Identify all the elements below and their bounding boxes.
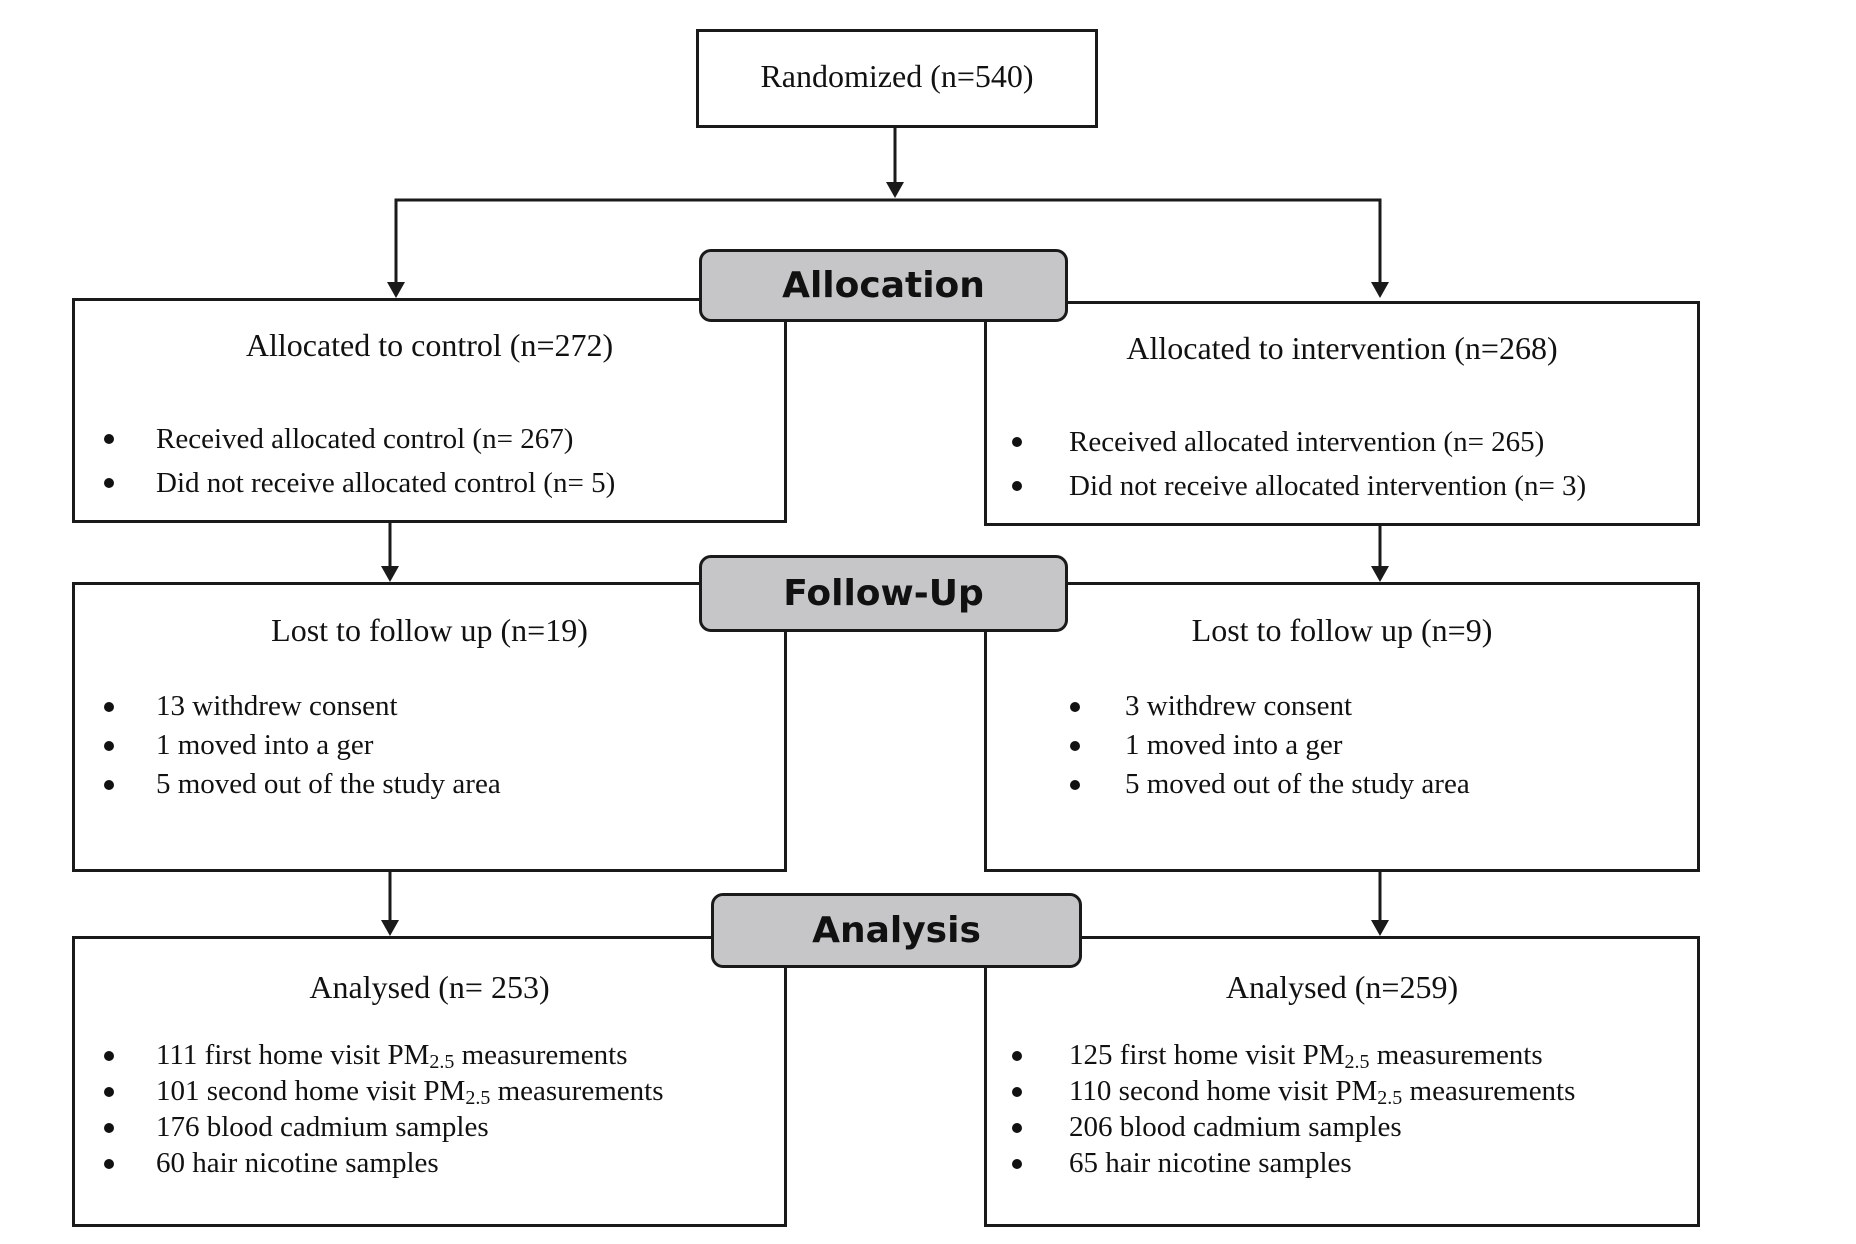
bullet bbox=[104, 1123, 114, 1133]
list-item: Did not receive allocated intervention (… bbox=[987, 464, 1586, 508]
control-analysis-title: Analysed (n= 253) bbox=[309, 969, 550, 1005]
bullet bbox=[1012, 1051, 1022, 1061]
arrow-control-analysis bbox=[381, 920, 399, 936]
intervention-analysis-box: Analysed (n=259) 125 first home visit PM… bbox=[984, 936, 1700, 1227]
bullet bbox=[104, 1087, 114, 1097]
control-allocation-list: Received allocated control (n= 267) Did … bbox=[75, 417, 615, 505]
list-item: Did not receive allocated control (n= 5) bbox=[75, 461, 615, 505]
intervention-analysis-title: Analysed (n=259) bbox=[1225, 969, 1459, 1005]
list-item: 65 hair nicotine samples bbox=[987, 1145, 1575, 1181]
arrow-to-intervention-allocation bbox=[1371, 282, 1389, 298]
arrow-intervention-followup bbox=[1371, 566, 1389, 582]
stage-followup-label: Follow-Up bbox=[699, 555, 1068, 632]
control-analysis-box: Analysed (n= 253) 111 first home visit P… bbox=[72, 936, 787, 1227]
bullet bbox=[1070, 702, 1080, 712]
intervention-allocation-title: Allocated to intervention (n=268) bbox=[1126, 330, 1558, 366]
list-item: 5 moved out of the study area bbox=[75, 765, 501, 804]
list-item: 1 moved into a ger bbox=[75, 726, 501, 765]
bullet bbox=[1012, 1087, 1022, 1097]
list-item: 60 hair nicotine samples bbox=[75, 1145, 663, 1181]
stage-allocation-label: Allocation bbox=[699, 249, 1068, 322]
bullet bbox=[1012, 481, 1022, 491]
randomized-label: Randomized (n=540) bbox=[760, 58, 1034, 94]
intervention-analysis-list: 125 first home visit PM2.5 measurements … bbox=[987, 1037, 1575, 1181]
bullet bbox=[1012, 1159, 1022, 1169]
bullet bbox=[104, 702, 114, 712]
arrow-control-followup bbox=[381, 566, 399, 582]
bullet bbox=[1070, 741, 1080, 751]
intervention-allocation-box: Allocated to intervention (n=268) Receiv… bbox=[984, 301, 1700, 526]
bullet bbox=[104, 434, 114, 444]
list-item: Received allocated control (n= 267) bbox=[75, 417, 615, 461]
list-item: 176 blood cadmium samples bbox=[75, 1109, 663, 1145]
list-item: 111 first home visit PM2.5 measurements bbox=[75, 1037, 663, 1073]
control-allocation-title: Allocated to control (n=272) bbox=[245, 327, 614, 363]
list-item: Received allocated intervention (n= 265) bbox=[987, 420, 1586, 464]
list-item: 110 second home visit PM2.5 measurements bbox=[987, 1073, 1575, 1109]
bullet bbox=[104, 1159, 114, 1169]
list-item: 1 moved into a ger bbox=[987, 726, 1470, 765]
control-analysis-list: 111 first home visit PM2.5 measurements … bbox=[75, 1037, 663, 1181]
list-item: 13 withdrew consent bbox=[75, 687, 501, 726]
control-followup-box: Lost to follow up (n=19) 13 withdrew con… bbox=[72, 582, 787, 872]
control-followup-title: Lost to follow up (n=19) bbox=[271, 612, 588, 648]
arrow-to-control-allocation bbox=[387, 282, 405, 298]
bullet bbox=[104, 1051, 114, 1061]
arrow-intervention-analysis bbox=[1371, 920, 1389, 936]
connector-split bbox=[394, 198, 1382, 285]
bullet bbox=[1070, 780, 1080, 790]
list-item: 101 second home visit PM2.5 measurements bbox=[75, 1073, 663, 1109]
list-item: 5 moved out of the study area bbox=[987, 765, 1470, 804]
list-item: 125 first home visit PM2.5 measurements bbox=[987, 1037, 1575, 1073]
list-item: 3 withdrew consent bbox=[987, 687, 1470, 726]
arrow-randomized bbox=[886, 182, 904, 198]
list-item: 206 blood cadmium samples bbox=[987, 1109, 1575, 1145]
stage-analysis-label: Analysis bbox=[711, 893, 1082, 968]
intervention-followup-box: Lost to follow up (n=9) 3 withdrew conse… bbox=[984, 582, 1700, 872]
bullet bbox=[104, 741, 114, 751]
control-allocation-box: Allocated to control (n=272) Received al… bbox=[72, 298, 787, 523]
bullet bbox=[104, 478, 114, 488]
intervention-followup-title: Lost to follow up (n=9) bbox=[1191, 612, 1493, 648]
bullet bbox=[104, 780, 114, 790]
bullet bbox=[1012, 437, 1022, 447]
intervention-allocation-list: Received allocated intervention (n= 265)… bbox=[987, 420, 1586, 508]
intervention-followup-list: 3 withdrew consent 1 moved into a ger 5 … bbox=[987, 687, 1470, 804]
control-followup-list: 13 withdrew consent 1 moved into a ger 5… bbox=[75, 687, 501, 804]
randomized-box: Randomized (n=540) bbox=[696, 29, 1098, 128]
bullet bbox=[1012, 1123, 1022, 1133]
